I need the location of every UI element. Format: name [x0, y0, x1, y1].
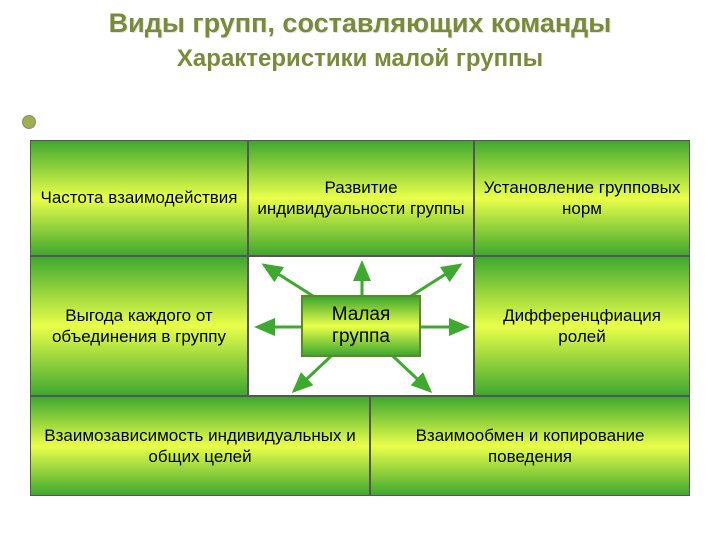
- diagram-container: Частота взаимодействия Развитие индивиду…: [30, 140, 690, 510]
- diagram-row-top: Частота взаимодействия Развитие индивиду…: [30, 140, 690, 256]
- center-panel: Малая группа: [248, 256, 474, 396]
- diagram-row-bottom: Взаимозависимость индивидуальных и общих…: [30, 396, 690, 496]
- box-exchange: Взаимообмен и копирование поведения: [370, 396, 690, 496]
- box-benefit: Выгода каждого от объединения в группу: [30, 256, 248, 396]
- box-center: Малая группа: [301, 295, 421, 357]
- box-interdependence: Взаимозависимость индивидуальных и общих…: [30, 396, 370, 496]
- box-frequency: Частота взаимодействия: [30, 140, 248, 256]
- box-norms: Установление групповых норм: [474, 140, 690, 256]
- diagram-row-mid: Выгода каждого от объединения в группу: [30, 256, 690, 396]
- box-roles: Дифференцфиация ролей: [474, 256, 690, 396]
- box-individuality: Развитие индивидуальности группы: [248, 140, 474, 256]
- bullet-decoration: [22, 115, 36, 129]
- page-subtitle: Характеристики малой группы: [0, 39, 720, 73]
- page-title: Виды групп, составляющих команды: [0, 0, 720, 39]
